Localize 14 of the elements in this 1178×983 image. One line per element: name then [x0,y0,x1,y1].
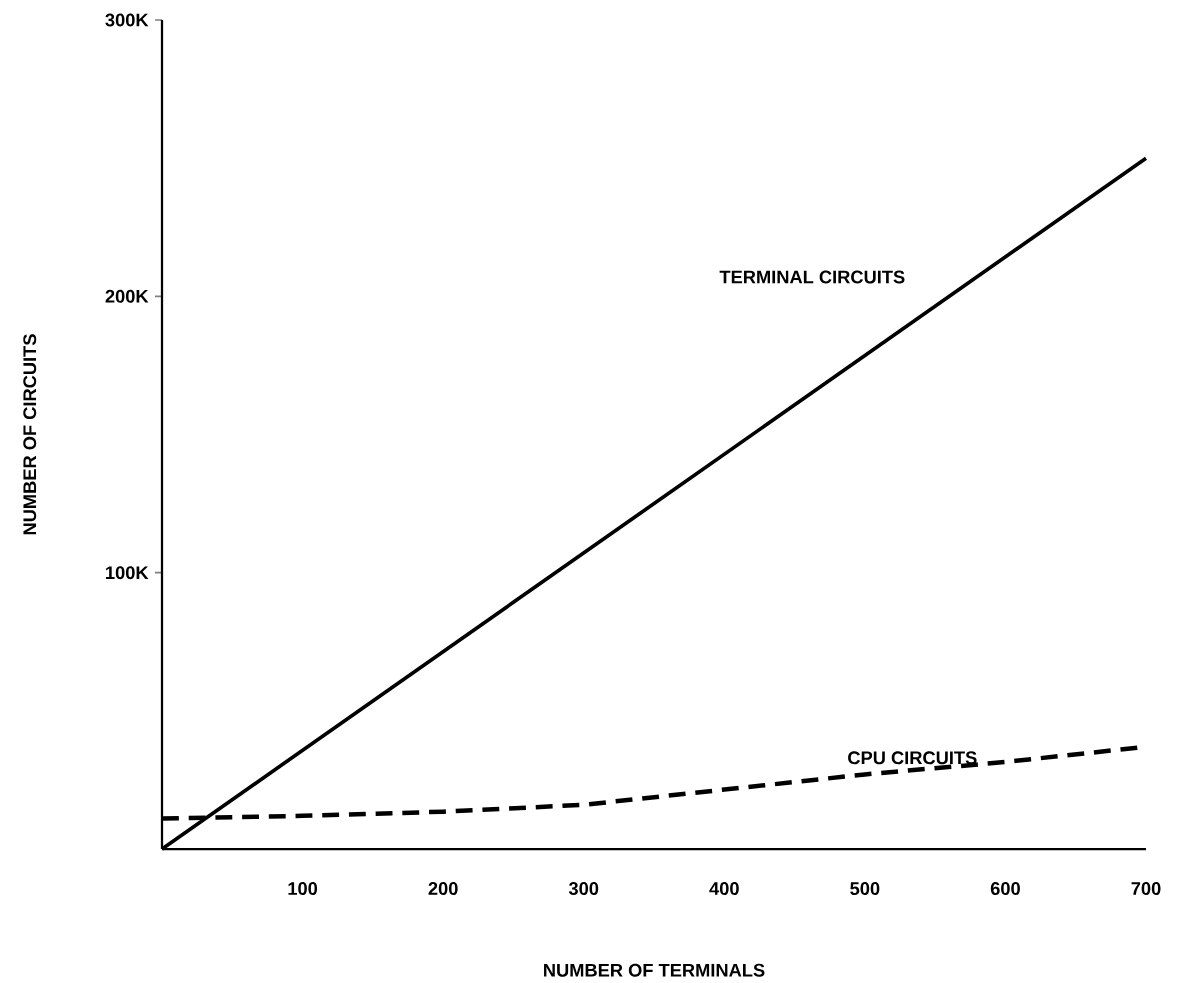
x-tick-label: 100 [288,882,318,896]
y-tick-label: 100K [106,566,149,580]
x-tick-label: 600 [990,882,1020,896]
x-tick-label: 300 [568,882,599,896]
x-tick-label: 400 [709,882,739,896]
x-tick-label: 200 [428,882,458,896]
x-tick-label: 700 [1131,882,1161,896]
y-tick-label: 200K [105,289,149,303]
x-axis-title: NUMBER OF TERMINALS [544,963,765,977]
series-label: CPU CIRCUITS [848,751,977,765]
y-axis-title: NUMBER OF CIRCUITS [23,334,37,535]
y-tick-label: 300K [105,13,149,27]
x-tick-label: 500 [850,882,880,896]
series-label: TERMINAL CIRCUITS [719,270,905,284]
